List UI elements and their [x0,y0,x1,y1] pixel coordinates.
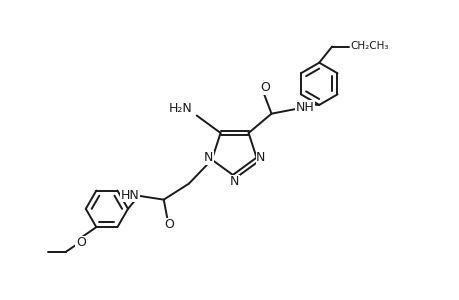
Text: O: O [164,218,174,231]
Text: NH: NH [296,101,314,114]
Text: N: N [203,151,213,164]
Text: N: N [230,175,239,188]
Text: O: O [76,236,85,249]
Text: O: O [260,81,269,94]
Text: H₂N: H₂N [168,102,192,115]
Text: HN: HN [120,189,139,202]
Text: N: N [256,151,265,164]
Text: CH₂CH₃: CH₂CH₃ [350,41,388,51]
